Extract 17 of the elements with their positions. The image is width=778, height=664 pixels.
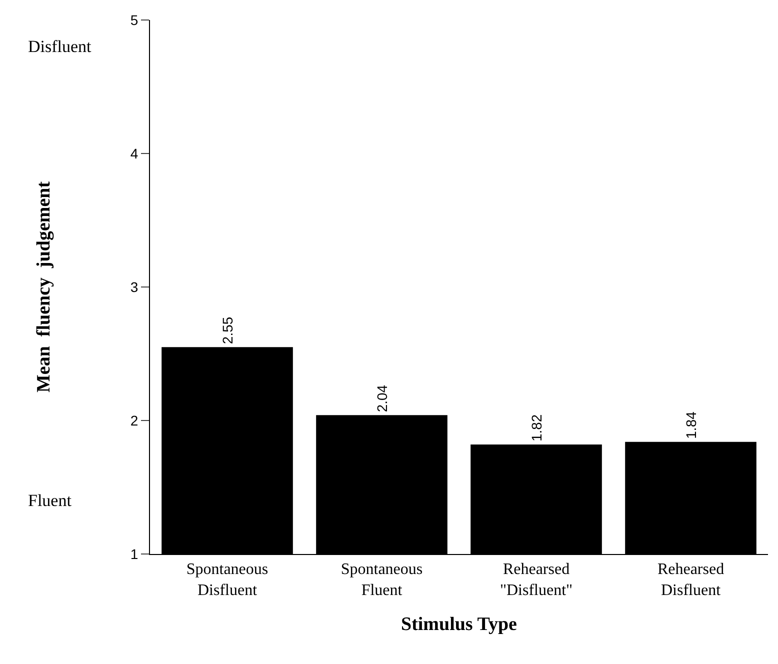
x-tick-label: Spontaneous Disfluent [186,561,268,599]
data-label: 1.82 [528,414,544,442]
text: Disfluent [28,37,92,56]
x-axis-title: Stimulus Type [401,614,517,635]
y-tick-label: 5 [130,12,138,28]
y-tick-label: 1 [130,546,138,562]
x-tick-label: Rehearsed Disfluent [657,561,724,599]
y-tick-label: 2 [130,412,138,428]
y-tick-label: 4 [130,145,138,162]
y-tick-label: 3 [130,278,138,295]
data-label: 1.84 [682,411,699,439]
x-tick-label: Rehearsed "Disfluent" [500,561,573,599]
data-label: 2.04 [374,384,390,412]
text: Fluent [28,491,72,510]
y-axis-title: Mean fluency judgement [33,180,54,393]
data-label: 2.55 [219,316,236,344]
x-tick-label: Spontaneous Fluent [340,561,423,599]
